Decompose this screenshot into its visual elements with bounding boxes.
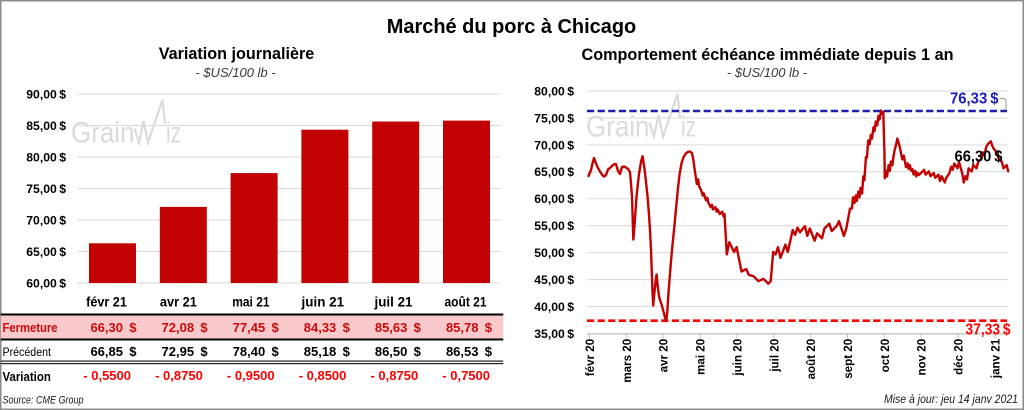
svg-text:$: $ [200,320,208,335]
svg-text:août 20: août 20 [805,339,818,380]
svg-text:66,30: 66,30 [90,320,123,335]
svg-text:66,85: 66,85 [90,344,123,359]
svg-text:75,00 $: 75,00 $ [534,111,574,125]
svg-text:80,00 $: 80,00 $ [26,150,66,164]
svg-text:76,33 $: 76,33 $ [950,91,999,108]
svg-text:févr 20: févr 20 [584,339,597,376]
svg-text:juin 21: juin 21 [301,294,345,310]
svg-text:- 0,5500: - 0,5500 [83,368,131,383]
svg-text:janv 21: janv 21 [990,338,1003,379]
svg-text:80,00 $: 80,00 $ [534,84,574,98]
svg-text:85,63: 85,63 [375,320,408,335]
svg-text:juil 21: juil 21 [374,294,413,310]
svg-text:$: $ [200,344,208,359]
svg-text:Variation: Variation [3,370,51,384]
svg-text:84,33: 84,33 [304,320,337,335]
svg-text:$: $ [343,344,351,359]
svg-text:$: $ [485,320,493,335]
svg-text:86,53: 86,53 [446,344,479,359]
svg-text:févr 21: févr 21 [86,294,127,310]
svg-text:50,00 $: 50,00 $ [534,246,574,260]
svg-text:66,30 $: 66,30 $ [955,149,1003,166]
svg-text:mai 20: mai 20 [695,339,708,375]
svg-text:Mise à jour: jeu 14 janv 2021: Mise à jour: jeu 14 janv 2021 [884,392,1018,406]
svg-text:$: $ [271,320,279,335]
svg-text:60,00 $: 60,00 $ [534,192,574,206]
svg-text:$: $ [271,344,279,359]
svg-text:85,78: 85,78 [446,320,479,335]
svg-text:iz: iz [681,111,696,144]
svg-text:72,95: 72,95 [162,344,195,359]
svg-text:août 21: août 21 [445,294,487,310]
svg-text:$: $ [129,344,137,359]
svg-text:70,00 $: 70,00 $ [26,213,66,227]
svg-text:Comportement échéance immédiat: Comportement échéance immédiate depuis 1… [582,46,954,64]
svg-text:mars 20: mars 20 [621,339,634,383]
svg-text:35,00 $: 35,00 $ [534,327,574,341]
svg-text:$: $ [485,344,493,359]
svg-text:Marché du porc à Chicago: Marché du porc à Chicago [387,15,637,38]
svg-text:- 0,8500: - 0,8500 [299,368,347,383]
svg-text:$: $ [343,320,351,335]
svg-text:40,00 $: 40,00 $ [534,300,574,314]
svg-text:85,18: 85,18 [304,344,337,359]
svg-text:90,00 $: 90,00 $ [26,87,66,101]
svg-text:Grain: Grain [71,117,135,150]
svg-text:oct 20: oct 20 [879,339,892,373]
svg-text:- 0,7500: - 0,7500 [442,368,490,383]
svg-text:$: $ [129,320,137,335]
svg-text:- 0,8750: - 0,8750 [370,368,418,383]
svg-text:- $US/100 lb -: - $US/100 lb - [195,65,276,80]
svg-text:- $US/100 lb -: - $US/100 lb - [727,65,808,80]
svg-text:$: $ [414,344,422,359]
svg-text:nov 20: nov 20 [916,339,929,376]
svg-text:70,00 $: 70,00 $ [534,138,574,152]
svg-text:85,00 $: 85,00 $ [26,119,66,133]
svg-text:iz: iz [166,117,181,150]
svg-text:77,45: 77,45 [233,320,266,335]
svg-text:75,00 $: 75,00 $ [26,182,66,196]
svg-text:86,50: 86,50 [375,344,408,359]
svg-text:37,33 $: 37,33 $ [966,322,1011,339]
svg-text:déc 20: déc 20 [953,339,966,375]
svg-text:- 0,8750: - 0,8750 [155,368,203,383]
svg-text:avr 20: avr 20 [658,339,671,373]
svg-text:Variation journalière: Variation journalière [159,44,315,63]
svg-text:55,00 $: 55,00 $ [534,219,574,233]
svg-text:juil 20: juil 20 [768,339,781,373]
svg-text:65,00 $: 65,00 $ [534,165,574,179]
svg-text:Fermeture: Fermeture [3,321,58,335]
svg-text:juin 20: juin 20 [731,339,744,377]
svg-text:sept 20: sept 20 [842,339,855,379]
svg-text:$: $ [414,320,422,335]
svg-text:Précédent: Précédent [3,345,52,359]
svg-text:45,00 $: 45,00 $ [534,273,574,287]
svg-text:78,40: 78,40 [233,344,266,359]
svg-text:60,00 $: 60,00 $ [26,276,66,290]
svg-text:mai 21: mai 21 [232,294,270,310]
svg-text:avr 21: avr 21 [160,294,197,310]
svg-text:- 0,9500: - 0,9500 [227,368,275,383]
svg-text:72,08: 72,08 [162,320,195,335]
svg-text:Grain: Grain [586,111,650,144]
svg-text:Source: CME Group: Source: CME Group [3,395,84,407]
svg-text:65,00 $: 65,00 $ [26,245,66,259]
